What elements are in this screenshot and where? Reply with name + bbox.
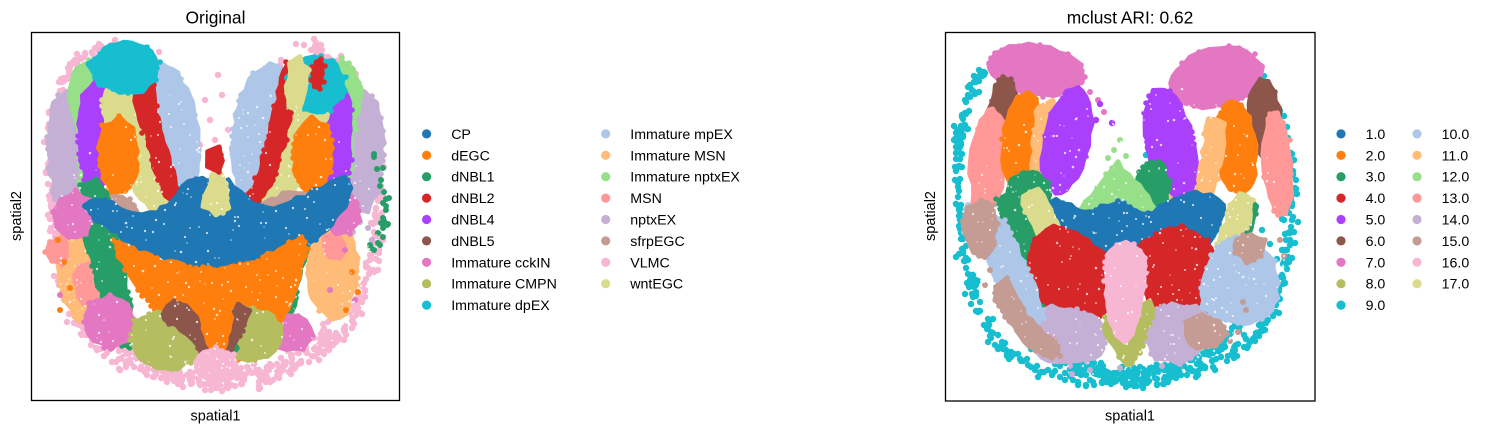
- svg-text:spatial2: spatial2: [9, 191, 25, 241]
- svg-text:17.0: 17.0: [1442, 277, 1470, 293]
- svg-text:spatial1: spatial1: [1105, 409, 1155, 425]
- svg-text:12.0: 12.0: [1442, 170, 1470, 186]
- svg-text:10.0: 10.0: [1442, 127, 1470, 143]
- svg-text:CP: CP: [451, 127, 471, 143]
- svg-text:dNBL1: dNBL1: [451, 170, 494, 186]
- svg-text:sfrpEGC: sfrpEGC: [630, 234, 684, 250]
- svg-text:dNBL5: dNBL5: [451, 234, 494, 250]
- svg-text:14.0: 14.0: [1442, 213, 1470, 229]
- svg-text:Original: Original: [186, 8, 246, 28]
- svg-text:4.0: 4.0: [1366, 191, 1386, 207]
- svg-text:16.0: 16.0: [1442, 255, 1470, 271]
- svg-text:dEGC: dEGC: [451, 148, 490, 164]
- svg-text:spatial1: spatial1: [191, 409, 241, 425]
- svg-text:dNBL4: dNBL4: [451, 213, 494, 229]
- svg-text:5.0: 5.0: [1366, 213, 1386, 229]
- svg-text:Immature dpEX: Immature dpEX: [451, 298, 550, 314]
- svg-text:7.0: 7.0: [1366, 255, 1386, 271]
- svg-text:Immature cckIN: Immature cckIN: [451, 255, 550, 271]
- svg-text:15.0: 15.0: [1442, 234, 1470, 250]
- svg-text:mclust ARI: 0.62: mclust ARI: 0.62: [1067, 8, 1194, 28]
- svg-text:Immature MSN: Immature MSN: [630, 148, 725, 164]
- svg-text:1.0: 1.0: [1366, 127, 1386, 143]
- svg-text:Immature mpEX: Immature mpEX: [630, 127, 733, 143]
- svg-text:6.0: 6.0: [1366, 234, 1386, 250]
- svg-text:11.0: 11.0: [1442, 148, 1469, 164]
- svg-text:VLMC: VLMC: [630, 255, 669, 271]
- svg-text:Immature CMPN: Immature CMPN: [451, 277, 557, 293]
- svg-text:wntEGC: wntEGC: [629, 277, 683, 293]
- svg-text:MSN: MSN: [630, 191, 662, 207]
- svg-text:nptxEX: nptxEX: [630, 213, 676, 229]
- svg-text:spatial2: spatial2: [923, 191, 939, 241]
- svg-text:Immature nptxEX: Immature nptxEX: [630, 170, 740, 186]
- svg-text:9.0: 9.0: [1366, 298, 1386, 314]
- svg-text:13.0: 13.0: [1442, 191, 1470, 207]
- svg-text:2.0: 2.0: [1366, 148, 1386, 164]
- svg-text:8.0: 8.0: [1366, 277, 1386, 293]
- svg-text:3.0: 3.0: [1366, 170, 1386, 186]
- svg-text:dNBL2: dNBL2: [451, 191, 494, 207]
